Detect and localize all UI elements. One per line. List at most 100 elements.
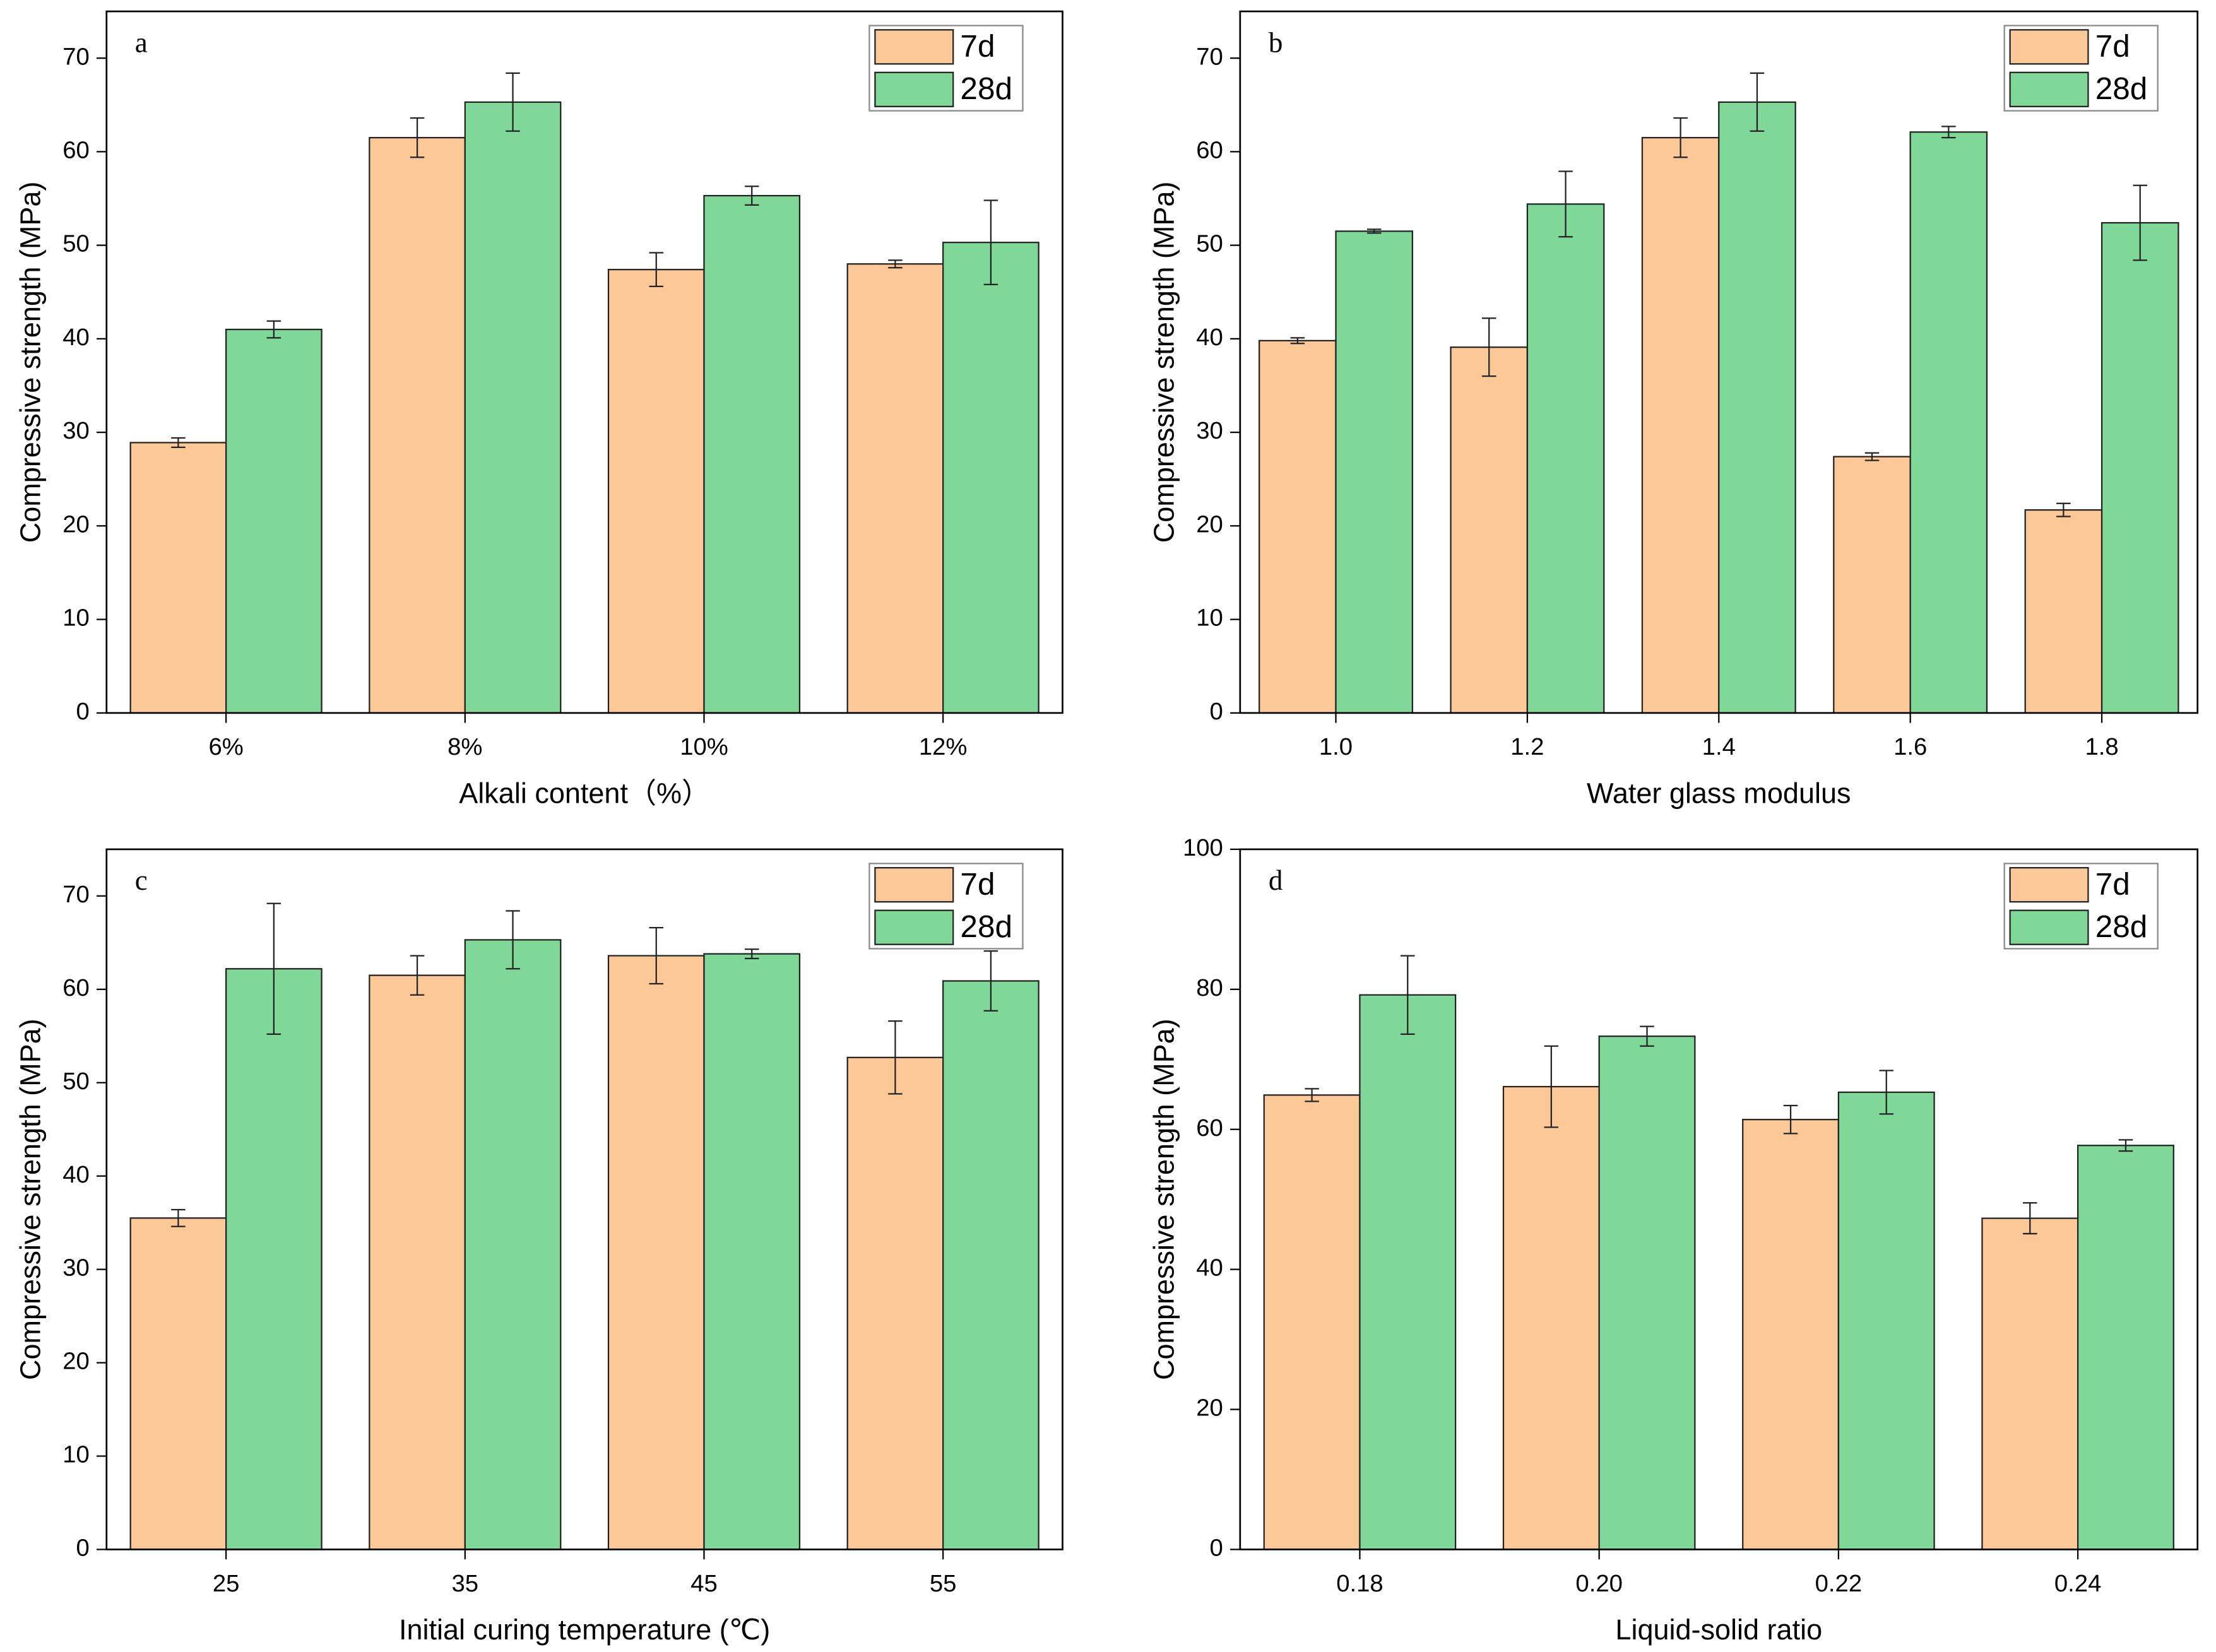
y-tick-label: 0 [1210, 698, 1223, 725]
legend-label: 7d [2095, 867, 2130, 902]
bar [1718, 101, 1796, 714]
y-tick-label: 50 [62, 230, 90, 257]
x-tick-label: 1.2 [1510, 733, 1544, 760]
legend-swatch [874, 29, 954, 65]
error-bar [2118, 1139, 2133, 1152]
legend-label: 28d [960, 909, 1012, 944]
bar [1598, 1035, 1696, 1550]
bar [1981, 1217, 2079, 1550]
y-tick-label: 40 [1196, 1254, 1223, 1282]
y-tick-label: 60 [1196, 1114, 1223, 1142]
error-bar [983, 950, 998, 1012]
error-bar [649, 252, 663, 287]
bar [1263, 1094, 1361, 1550]
bar [129, 442, 227, 714]
x-tick-label: 1.4 [1702, 733, 1736, 760]
y-tick-label: 100 [1183, 834, 1223, 861]
y-tick-label: 0 [1210, 1535, 1223, 1562]
x-tick-label: 0.18 [1336, 1570, 1383, 1597]
y-tick-label: 20 [62, 1348, 90, 1375]
x-tick-label: 8% [447, 733, 482, 760]
error-bar [983, 199, 998, 286]
x-tick-label: 25 [213, 1570, 240, 1597]
legend-label: 28d [960, 71, 1012, 106]
y-tick-label: 50 [1196, 230, 1223, 257]
y-tick-label: 0 [76, 698, 90, 725]
bar [2024, 509, 2103, 714]
y-tick-label: 30 [62, 417, 90, 444]
error-bar [744, 186, 759, 206]
bar [1742, 1119, 1840, 1550]
bar [225, 328, 323, 714]
y-tick-label: 70 [1196, 43, 1223, 70]
panel-chart: 0 10 20 30 40 50 60 70 6% 8% 10% 12% Alkali content（… [15, 10, 1064, 809]
legend-swatch [874, 909, 954, 945]
y-tick-label: 70 [62, 881, 90, 908]
bar [1259, 339, 1337, 714]
error-bar [649, 927, 663, 985]
bar [225, 968, 323, 1550]
error-bar [888, 259, 903, 269]
error-bar [1401, 955, 1415, 1035]
x-tick-label: 6% [208, 733, 243, 760]
error-bar [266, 320, 281, 339]
x-tick-label: 0.22 [1815, 1570, 1862, 1597]
bar [846, 1056, 944, 1550]
legend-swatch [874, 867, 954, 903]
bar [1909, 131, 1988, 714]
panel-label: c [135, 864, 148, 896]
y-axis-label: Compressive strength (MPa) [1148, 1018, 1180, 1380]
panel-chart: 0 10 20 30 40 50 60 70 1.0 1.2 1.4 1.6 1.8 Water glas… [1148, 10, 2199, 809]
error-bar [2023, 1202, 2037, 1235]
error-bar [266, 902, 281, 1035]
error-bar [1941, 126, 1956, 139]
axes-frame [105, 848, 1064, 1550]
x-axis-label: Liquid-solid ratio [1615, 1614, 1822, 1646]
error-bar [171, 437, 186, 448]
bar [1450, 346, 1529, 714]
y-tick-label: 30 [1196, 417, 1223, 444]
error-bar [410, 117, 425, 158]
legend-label: 7d [960, 867, 995, 902]
bar [2077, 1145, 2174, 1550]
panel-chart: 0 20 40 60 80 100 0.18 0.20 0.22 0.24 Liquid-solid… [1148, 834, 2199, 1646]
error-bar [1864, 452, 1880, 461]
error-bar [1750, 72, 1765, 132]
y-tick-label: 80 [1196, 974, 1223, 1001]
error-bar [1558, 170, 1573, 238]
error-bar [2056, 502, 2071, 517]
bar [703, 194, 801, 714]
axes-frame [105, 10, 1064, 714]
error-bar [1366, 228, 1382, 234]
panel-chart: 0 10 20 30 40 50 60 70 25 35 45 55 Initial curing te… [15, 848, 1064, 1646]
y-axis-label: Compressive strength (MPa) [15, 182, 47, 543]
x-axis-label: Initial curing temperature (℃) [399, 1614, 770, 1646]
x-tick-label: 55 [930, 1570, 957, 1597]
legend-label: 28d [2095, 71, 2148, 106]
bar [1359, 994, 1457, 1550]
bar [942, 980, 1040, 1550]
axes-frame [1239, 848, 2199, 1550]
y-tick-label: 60 [62, 974, 90, 1001]
legend-label: 7d [2095, 29, 2130, 64]
bar [369, 974, 466, 1550]
legend-swatch [2009, 909, 2089, 945]
bar [846, 263, 944, 714]
y-tick-label: 40 [1196, 324, 1223, 351]
error-bar [1290, 337, 1305, 345]
x-tick-label: 35 [452, 1570, 479, 1597]
bar [1526, 203, 1605, 714]
error-bar [744, 948, 759, 960]
error-bar [506, 72, 520, 132]
bar [703, 953, 801, 1550]
bar [1833, 456, 1911, 714]
y-tick-label: 0 [76, 1535, 90, 1562]
y-tick-label: 10 [62, 1441, 90, 1468]
x-tick-label: 1.8 [2085, 733, 2118, 760]
panel-label: a [135, 27, 148, 58]
legend-label: 7d [960, 29, 995, 64]
bar [1641, 137, 1720, 714]
legend-swatch [2009, 71, 2089, 107]
legend-label: 28d [2095, 909, 2148, 944]
